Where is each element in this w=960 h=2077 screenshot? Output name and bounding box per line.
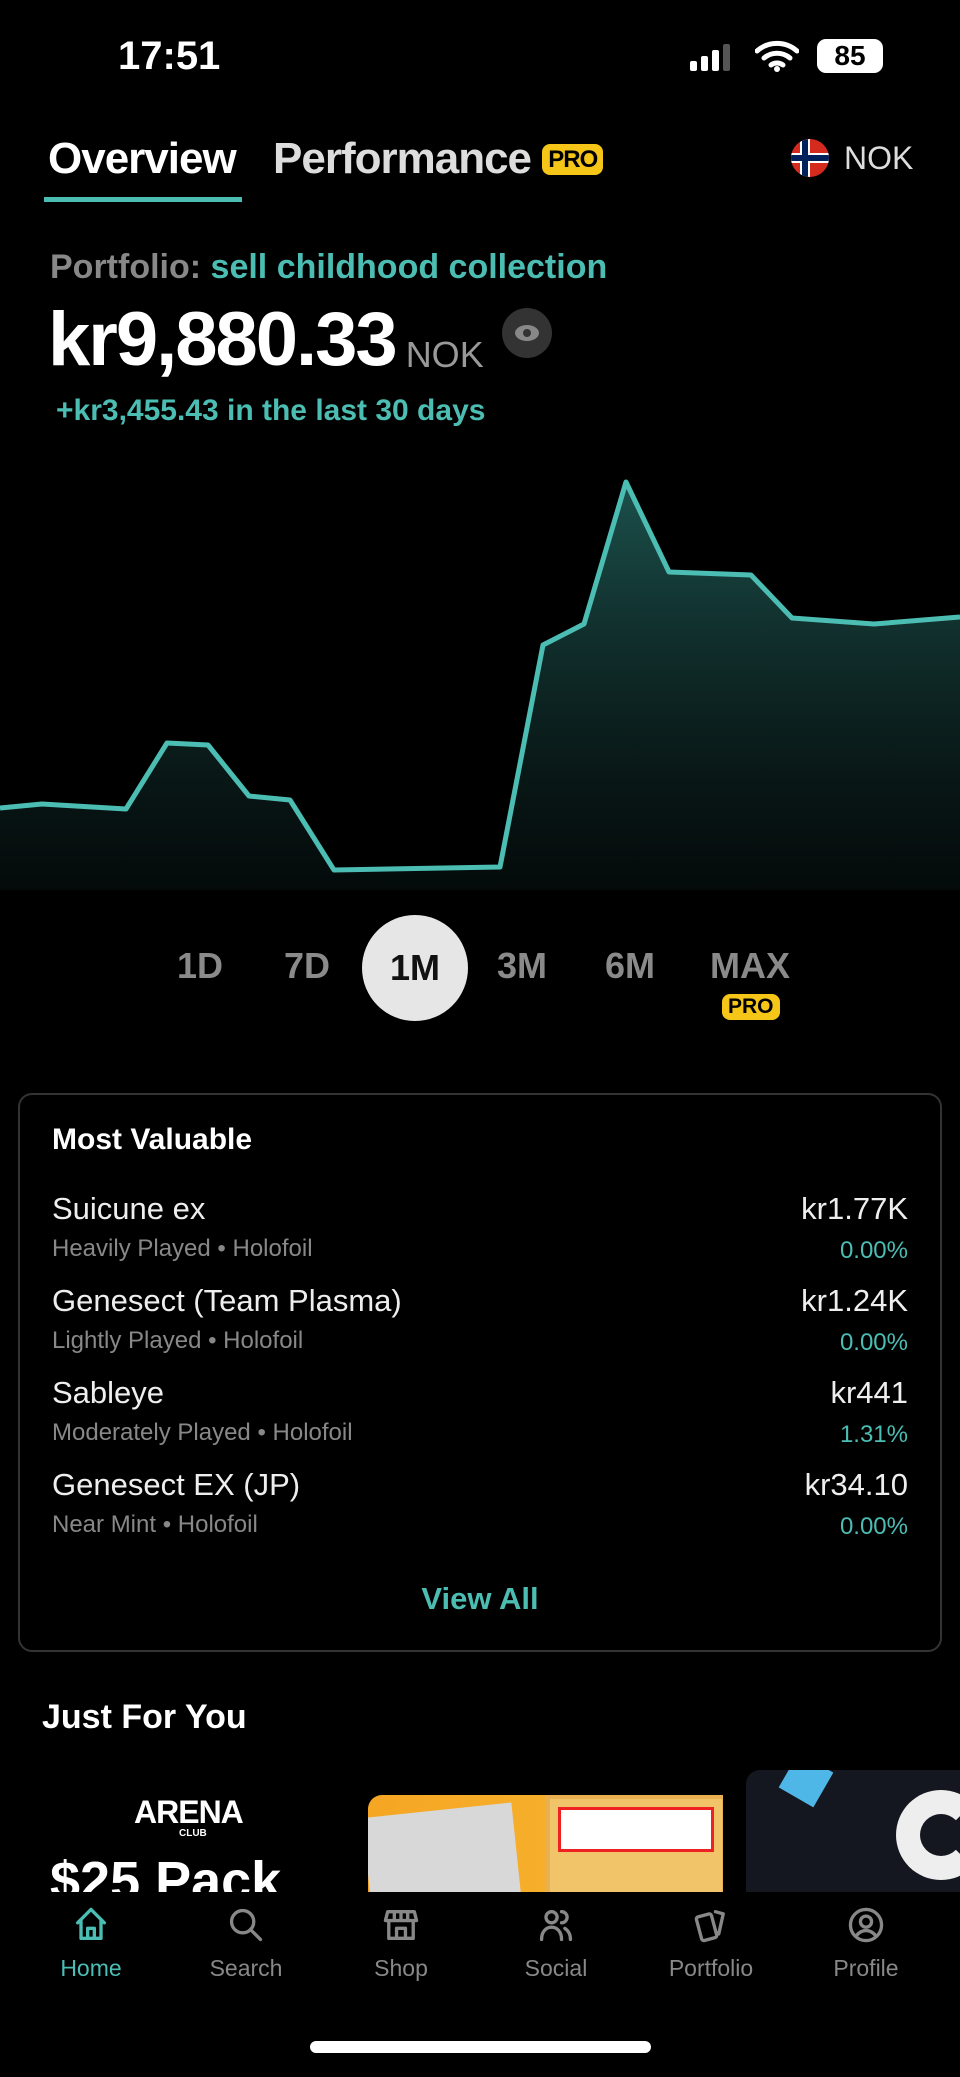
nav-shop[interactable]: Shop <box>336 1905 466 1982</box>
range-label: MAX <box>710 945 790 986</box>
list-item[interactable]: Genesect EX (JP) Near Mint • Holofoil kr… <box>52 1467 908 1559</box>
home-icon <box>76 1907 107 1940</box>
arena-logo: ARENA <box>134 1794 244 1830</box>
portfolio-selector[interactable]: Portfolio: sell childhood collection <box>50 248 607 287</box>
card-change: 0.00% <box>839 1237 908 1264</box>
currency-label: NOK <box>844 139 914 176</box>
signal-icon <box>690 44 730 71</box>
card-name: Sableye <box>52 1375 165 1410</box>
portfolio-chart[interactable] <box>0 460 960 890</box>
range-1m[interactable]: 1M <box>362 915 468 1021</box>
slab-image <box>546 1795 723 1892</box>
portfolio-name: sell childhood collection <box>210 248 608 286</box>
nav-label: Social <box>524 1955 588 1981</box>
nav-label: Search <box>209 1955 283 1981</box>
profile-icon <box>848 1907 884 1943</box>
battery-level: 85 <box>834 40 866 71</box>
banner-arena-pack[interactable]: ARENA CLUB $25 Pack <box>44 1770 344 1892</box>
tab-performance[interactable]: Performance PRO <box>273 134 604 184</box>
range-6m[interactable]: 6M <box>580 945 680 987</box>
card-name: Genesect (Team Plasma) <box>52 1283 402 1318</box>
card-change: 1.31% <box>839 1421 908 1448</box>
card-change: 0.00% <box>839 1329 908 1356</box>
card-value: kr1.77K <box>801 1191 908 1226</box>
chart-area <box>0 482 960 890</box>
range-label: 3M <box>496 945 547 986</box>
card-name: Genesect EX (JP) <box>52 1467 301 1502</box>
card-value: kr1.24K <box>801 1283 908 1318</box>
portfolio-change: +kr3,455.43 in the last 30 days <box>56 394 486 427</box>
list-item[interactable]: Genesect (Team Plasma) Lightly Played • … <box>52 1283 908 1375</box>
pro-badge: PRO <box>542 144 604 175</box>
card-change: 0.00% <box>839 1513 908 1540</box>
range-3m[interactable]: 3M <box>472 945 572 987</box>
status-time: 17:51 <box>118 34 221 78</box>
view-all-button[interactable]: View All <box>421 1581 539 1616</box>
gem-icon <box>778 1770 834 1808</box>
list-item[interactable]: Sableye Moderately Played • Holofoil kr4… <box>52 1375 908 1467</box>
portfolio-currency: NOK <box>405 334 484 375</box>
portfolio-label: Portfolio: <box>50 248 202 286</box>
tab-overview[interactable]: Overview <box>48 134 237 183</box>
range-label: 7D <box>283 945 331 986</box>
arena-logo-sub: CLUB <box>179 1828 207 1839</box>
most-valuable-card: Most Valuable Suicune ex Heavily Played … <box>18 1093 942 1652</box>
logo-mark <box>896 1790 960 1880</box>
card-condition: Lightly Played • Holofoil <box>52 1327 304 1354</box>
cards-icon <box>694 1910 725 1943</box>
nav-social[interactable]: Social <box>491 1905 621 1982</box>
range-1d[interactable]: 1D <box>150 945 250 987</box>
wifi-icon <box>755 40 799 72</box>
most-valuable-title: Most Valuable <box>52 1123 253 1156</box>
card-condition: Moderately Played • Holofoil <box>52 1419 353 1446</box>
eye-icon[interactable] <box>501 308 552 358</box>
card-value: kr441 <box>830 1375 908 1410</box>
range-label: 1M <box>389 947 440 988</box>
shop-icon <box>383 1910 419 1940</box>
pro-badge: PRO <box>722 994 780 1020</box>
list-item[interactable]: Suicune ex Heavily Played • Holofoil kr1… <box>52 1191 908 1283</box>
portfolio-value: kr9,880.33 <box>48 297 398 382</box>
nav-label: Profile <box>833 1955 899 1981</box>
nav-label: Portfolio <box>668 1955 754 1981</box>
range-label: 1D <box>176 945 224 986</box>
card-name: Suicune ex <box>52 1191 206 1226</box>
social-icon <box>539 1910 573 1942</box>
just-for-you-title: Just For You <box>42 1698 247 1736</box>
home-indicator <box>310 2041 651 2053</box>
card-value: kr34.10 <box>804 1467 908 1502</box>
battery-icon: 85 <box>817 39 883 73</box>
banner-third[interactable] <box>746 1770 960 1892</box>
range-max[interactable]: MAX <box>700 945 800 987</box>
currency-selector[interactable]: NOK <box>790 138 913 178</box>
chart-line <box>0 479 960 873</box>
search-icon <box>229 1908 263 1942</box>
pack-image <box>368 1802 524 1892</box>
tab-underline <box>44 197 242 202</box>
banner-arena-slab[interactable] <box>368 1795 723 1892</box>
banner-text: $25 Pack <box>50 1851 282 1892</box>
nav-label: Home <box>60 1955 122 1981</box>
nav-home[interactable]: Home <box>26 1905 156 1982</box>
norway-flag-icon <box>791 139 829 177</box>
nav-search[interactable]: Search <box>181 1905 311 1982</box>
range-7d[interactable]: 7D <box>257 945 357 987</box>
tab-performance-label: Performance <box>273 134 532 183</box>
range-label: 6M <box>604 945 655 986</box>
card-condition: Heavily Played • Holofoil <box>52 1235 313 1262</box>
nav-label: Shop <box>374 1955 428 1981</box>
nav-profile[interactable]: Profile <box>801 1905 931 1982</box>
card-condition: Near Mint • Holofoil <box>52 1511 258 1538</box>
nav-portfolio[interactable]: Portfolio <box>646 1905 776 1982</box>
